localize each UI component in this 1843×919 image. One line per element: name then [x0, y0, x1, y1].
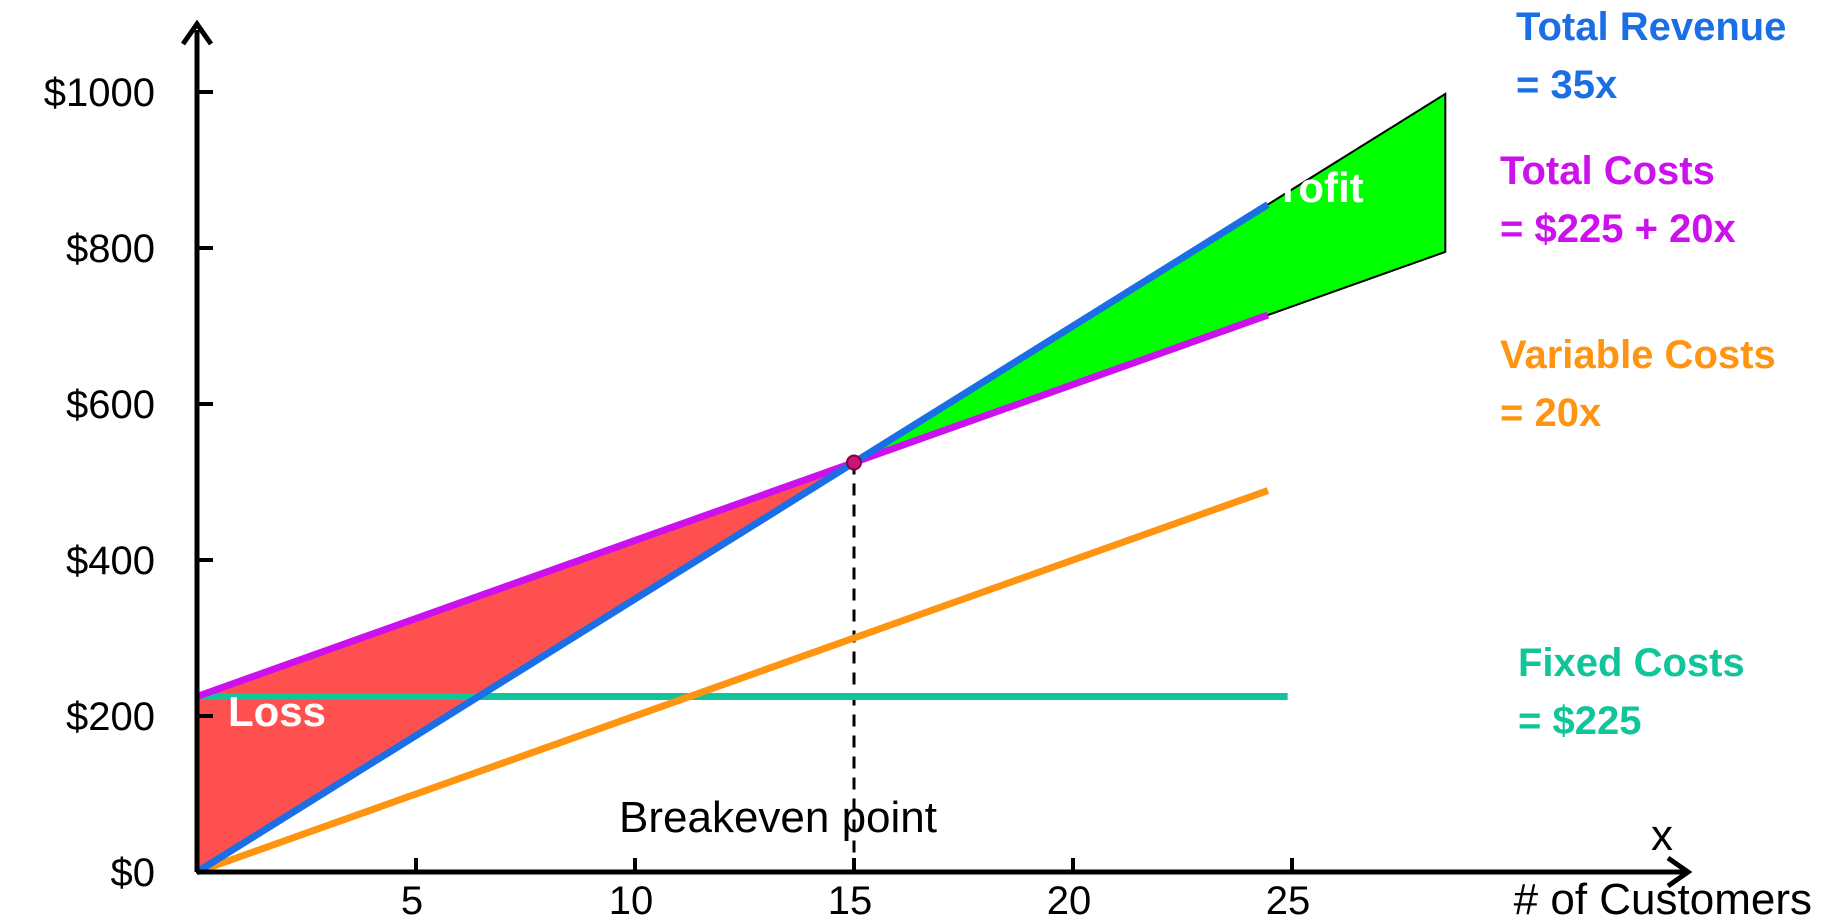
total_costs-legend-line2: = $225 + 20x	[1500, 207, 1736, 251]
y-tick-label: $0	[111, 851, 156, 895]
profit-label: Profit	[1254, 164, 1364, 211]
axes	[180, 19, 1693, 889]
x-tick-label: 25	[1266, 879, 1311, 919]
y-tick-label: $400	[66, 539, 155, 583]
x-axis-label: # of Customers	[1514, 875, 1812, 919]
fixed_costs-legend-line2: = $225	[1518, 699, 1641, 743]
y-tick-label: $800	[66, 227, 155, 271]
x-tick-label: 10	[609, 879, 654, 919]
x-tick-label: 5	[401, 879, 423, 919]
y-tick-label: $1000	[44, 71, 155, 115]
revenue-legend-line1: Total Revenue	[1516, 5, 1786, 49]
x-tick-label: 20	[1047, 879, 1092, 919]
breakeven-marker	[846, 454, 862, 471]
revenue-legend-line2: = 35x	[1516, 63, 1617, 107]
y-tick-label: $600	[66, 383, 155, 427]
tick-marks: 5 10 15 20 25 $0 $200 $400 $600 $800 $1000	[44, 71, 1310, 919]
variable_costs-legend-line2: = 20x	[1500, 391, 1601, 435]
breakeven-label: Breakeven point	[619, 793, 937, 842]
total_costs-legend-line1: Total Costs	[1500, 149, 1715, 193]
x-axis-arrow	[1666, 855, 1693, 889]
chart-labels: # of Customers x Breakeven point Total R…	[228, 5, 1812, 919]
loss-label: Loss	[228, 688, 326, 735]
variable_costs-legend-line1: Variable Costs	[1500, 333, 1776, 377]
x-axis-symbol: x	[1651, 811, 1673, 860]
total_costs-line	[195, 311, 1270, 700]
variable_costs-line	[195, 487, 1270, 876]
fixed_costs-legend-line1: Fixed Costs	[1518, 641, 1745, 685]
revenue-line	[195, 201, 1270, 875]
x-tick-label: 15	[828, 879, 873, 919]
y-axis-arrow	[180, 19, 214, 46]
series-lines	[195, 201, 1288, 876]
y-tick-label: $200	[66, 695, 155, 739]
